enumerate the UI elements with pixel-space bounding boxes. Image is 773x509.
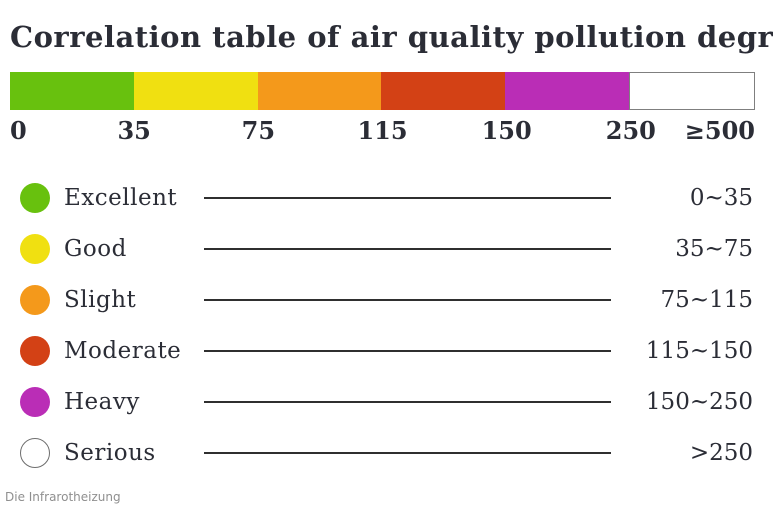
legend-label: Excellent bbox=[64, 184, 178, 211]
legend-range: 35~75 bbox=[675, 235, 753, 262]
excellent-dot-icon bbox=[20, 182, 50, 213]
legend-label: Good bbox=[64, 235, 127, 262]
scale-segment-slight bbox=[257, 72, 382, 110]
source-credit: Die Infrarotheizung bbox=[5, 490, 121, 504]
pollution-color-scale bbox=[10, 72, 755, 110]
leader-line bbox=[204, 298, 611, 301]
leader-line bbox=[204, 247, 611, 250]
moderate-dot-icon bbox=[20, 335, 50, 366]
tick-35: 35 bbox=[117, 116, 151, 145]
legend: Excellent 0~35 Good 35~75 Slight 75~115 … bbox=[0, 172, 773, 478]
tick-0: 0 bbox=[10, 116, 27, 145]
scale-segment-excellent bbox=[10, 72, 134, 110]
legend-row-heavy: Heavy 150~250 bbox=[0, 376, 773, 427]
tick-500: ≥500 bbox=[684, 116, 755, 145]
leader-line bbox=[204, 196, 611, 199]
scale-segment-serious bbox=[629, 72, 755, 110]
scale-segment-moderate bbox=[381, 72, 506, 110]
legend-row-serious: Serious >250 bbox=[0, 427, 773, 478]
tick-250: 250 bbox=[605, 116, 656, 145]
legend-label: Slight bbox=[64, 286, 137, 313]
legend-range: 150~250 bbox=[645, 388, 753, 415]
legend-range: 115~150 bbox=[645, 337, 753, 364]
legend-range: 0~35 bbox=[689, 184, 753, 211]
legend-range: 75~115 bbox=[660, 286, 753, 313]
leader-line bbox=[204, 400, 611, 403]
legend-label: Heavy bbox=[64, 388, 140, 415]
legend-row-excellent: Excellent 0~35 bbox=[0, 172, 773, 223]
legend-label: Serious bbox=[64, 439, 156, 466]
legend-row-slight: Slight 75~115 bbox=[0, 274, 773, 325]
scale-segment-heavy bbox=[505, 72, 630, 110]
legend-label: Moderate bbox=[64, 337, 182, 364]
serious-dot-icon bbox=[20, 437, 50, 468]
scale-segment-good bbox=[133, 72, 258, 110]
good-dot-icon bbox=[20, 233, 50, 264]
tick-115: 115 bbox=[357, 116, 408, 145]
tick-150: 150 bbox=[481, 116, 532, 145]
legend-row-moderate: Moderate 115~150 bbox=[0, 325, 773, 376]
slight-dot-icon bbox=[20, 284, 50, 315]
scale-tick-labels: 0 35 75 115 150 250 ≥500 bbox=[10, 116, 755, 146]
page-title: Correlation table of air quality polluti… bbox=[10, 20, 773, 54]
legend-range: >250 bbox=[689, 439, 753, 466]
heavy-dot-icon bbox=[20, 386, 50, 417]
legend-row-good: Good 35~75 bbox=[0, 223, 773, 274]
tick-75: 75 bbox=[241, 116, 276, 145]
leader-line bbox=[204, 349, 611, 352]
leader-line bbox=[204, 451, 611, 454]
